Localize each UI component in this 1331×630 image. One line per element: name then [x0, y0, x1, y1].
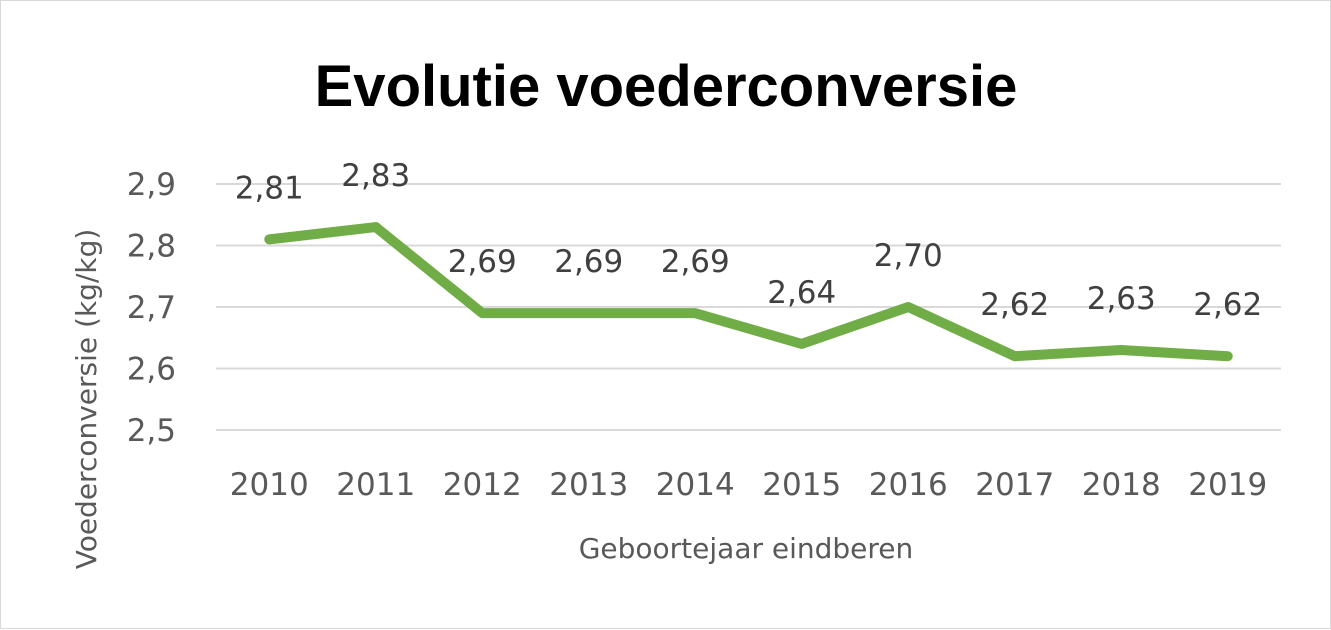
data-label: 2,81 [235, 170, 304, 206]
data-label: 2,64 [767, 275, 836, 311]
y-tick-label: 2,6 [127, 352, 176, 388]
data-label: 2,69 [448, 244, 517, 280]
y-axis-title: Voederconversie (kg/kg) [70, 229, 103, 570]
series-line [264, 222, 1233, 362]
x-tick-label: 2011 [336, 467, 415, 503]
y-tick-label: 2,8 [127, 229, 176, 265]
x-tick-label: 2016 [869, 467, 948, 503]
x-tick-label: 2012 [443, 467, 522, 503]
x-tick-label: 2010 [230, 467, 309, 503]
x-tick-label: 2014 [656, 467, 735, 503]
data-label: 2,62 [1193, 287, 1262, 323]
y-axis-ticks: 2,5 2,6 2,7 2,8 2,9 [127, 167, 176, 449]
data-label: 2,70 [874, 238, 943, 274]
data-label: 2,69 [661, 244, 730, 280]
chart-title: Evolutie voederconversie [315, 54, 1018, 119]
data-label: 2,62 [980, 287, 1049, 323]
data-label: 2,83 [341, 158, 410, 194]
x-tick-label: 2019 [1188, 467, 1267, 503]
series-line-group [264, 222, 1233, 362]
data-label: 2,69 [554, 244, 623, 280]
x-tick-label: 2013 [549, 467, 628, 503]
x-tick-label: 2018 [1082, 467, 1161, 503]
data-labels: 2,81 2,83 2,69 2,69 2,69 2,64 2,70 2,62 2,63 2,62 [235, 158, 1263, 323]
x-axis-title: Geboortejaar eindberen [579, 532, 914, 565]
x-tick-label: 2015 [762, 467, 841, 503]
y-tick-label: 2,7 [127, 290, 176, 326]
y-tick-label: 2,9 [127, 167, 176, 203]
y-tick-label: 2,5 [127, 413, 176, 449]
x-tick-label: 2017 [975, 467, 1054, 503]
data-label: 2,63 [1087, 281, 1156, 317]
x-axis-ticks: 2010 2011 2012 2013 2014 2015 2016 2017 2018 2019 [230, 467, 1267, 503]
